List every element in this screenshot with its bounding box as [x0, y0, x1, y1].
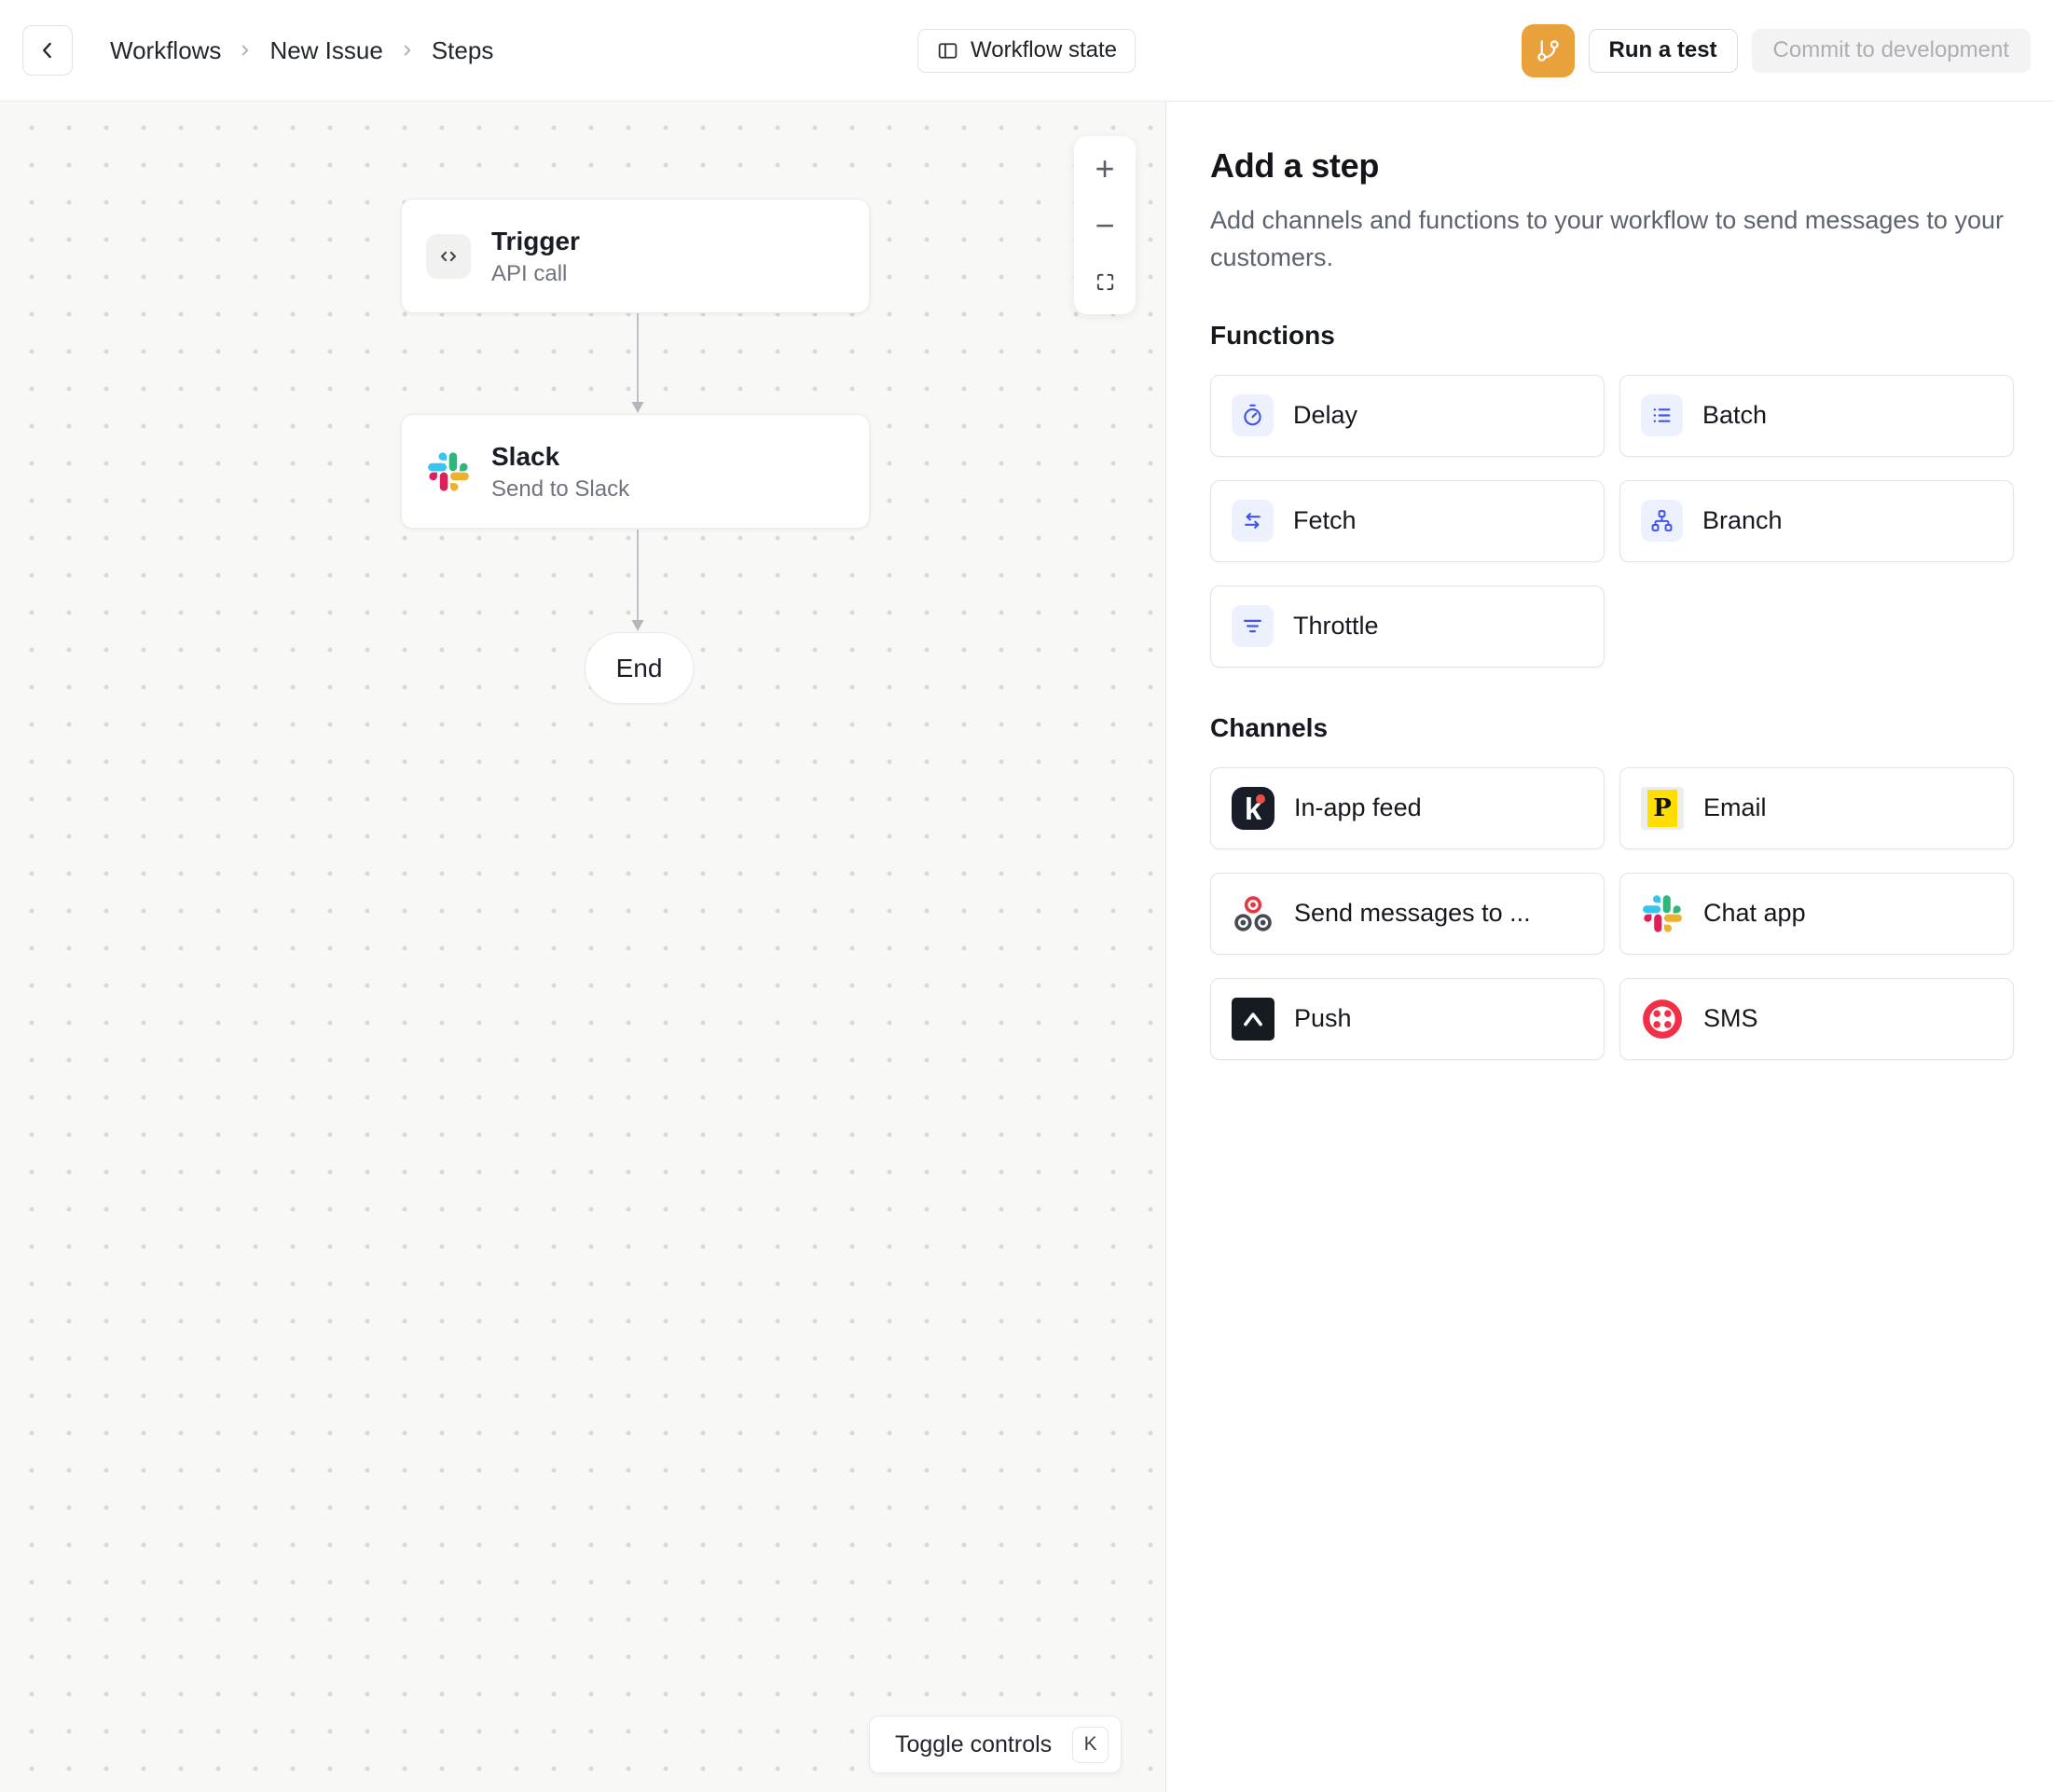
main-area: Trigger API call Slack Send to Slack End [0, 102, 2053, 1792]
node-title: Trigger [491, 227, 580, 255]
channels-grid: k In-app feed P Email [1210, 766, 2014, 1060]
fullscreen-icon [1095, 271, 1116, 293]
breadcrumb-new-issue[interactable]: New Issue [269, 35, 383, 64]
twilio-icon [1641, 998, 1684, 1041]
branch-icon [1641, 500, 1683, 543]
functions-section: Functions Delay Batch [1210, 321, 2014, 668]
code-icon [426, 233, 471, 279]
panel-subtitle: Add channels and functions to your workf… [1210, 206, 2004, 271]
knock-icon: k [1232, 786, 1275, 830]
zoom-out-button[interactable]: − [1074, 201, 1136, 250]
zoom-in-button[interactable]: + [1074, 145, 1136, 193]
back-button[interactable] [22, 25, 73, 76]
webhook-icon [1232, 892, 1275, 935]
environment-button[interactable] [1521, 23, 1575, 77]
step-card-fetch[interactable]: Fetch [1210, 479, 1605, 562]
git-branch-icon [1536, 38, 1561, 63]
batch-icon [1641, 394, 1683, 437]
top-bar: Workflows New Issue Steps Workflow state… [0, 0, 2053, 102]
chevron-left-icon [35, 38, 60, 62]
functions-grid: Delay Batch Fetch [1210, 374, 2014, 668]
breadcrumb-workflows[interactable]: Workflows [110, 35, 222, 64]
breadcrumb: Workflows New Issue Steps [110, 36, 493, 65]
step-card-email[interactable]: P Email [1619, 766, 2014, 849]
postmark-icon: P [1641, 786, 1684, 830]
throttle-icon [1232, 605, 1274, 648]
fetch-icon [1232, 500, 1274, 543]
channels-section: Channels k In-app feed P [1210, 713, 2014, 1060]
toggle-controls-button[interactable]: Toggle controls K [869, 1716, 1123, 1773]
node-title: Slack [491, 442, 560, 471]
keyboard-shortcut-badge: K [1072, 1726, 1109, 1763]
toggle-controls-label: Toggle controls [895, 1730, 1053, 1758]
step-card-webhook[interactable]: Send messages to ... [1210, 872, 1605, 955]
panel-left-icon [936, 39, 959, 62]
top-right-actions: Run a test Commit to development [1521, 23, 2031, 77]
expo-icon [1232, 997, 1275, 1041]
step-card-chat-app[interactable]: Chat app [1619, 872, 2014, 955]
trigger-node[interactable]: Trigger API call [401, 199, 870, 313]
add-step-panel: Add a step Add channels and functions to… [1166, 102, 2053, 1792]
workflow-canvas[interactable]: Trigger API call Slack Send to Slack End [0, 102, 1166, 1792]
slack-icon [426, 449, 471, 494]
connector-arrow [631, 313, 644, 413]
end-node: End [585, 632, 694, 704]
zoom-controls: + − [1074, 136, 1136, 314]
step-card-batch[interactable]: Batch [1619, 374, 2014, 457]
slack-icon [1641, 892, 1684, 935]
fit-view-button[interactable] [1074, 257, 1136, 306]
commit-to-development-button: Commit to development [1751, 28, 2031, 73]
panel-title: Add a step [1210, 146, 1380, 185]
channels-heading: Channels [1210, 712, 1329, 742]
step-card-delay[interactable]: Delay [1210, 374, 1605, 457]
functions-heading: Functions [1210, 320, 1335, 350]
step-card-throttle[interactable]: Throttle [1210, 585, 1605, 668]
chevron-right-icon [399, 42, 416, 59]
step-card-sms[interactable]: SMS [1619, 977, 2014, 1060]
workflow-state-button[interactable]: Workflow state [917, 28, 1136, 73]
step-card-branch[interactable]: Branch [1619, 479, 2014, 562]
breadcrumb-steps: Steps [431, 35, 494, 64]
run-a-test-button[interactable]: Run a test [1588, 28, 1738, 73]
delay-icon [1232, 394, 1274, 437]
workflow-state-label: Workflow state [971, 37, 1117, 62]
node-subtitle: API call [491, 261, 568, 286]
connector-arrow [631, 530, 644, 631]
step-card-push[interactable]: Push [1210, 977, 1605, 1060]
slack-node[interactable]: Slack Send to Slack [401, 414, 870, 529]
step-card-in-app-feed[interactable]: k In-app feed [1210, 766, 1605, 849]
node-subtitle: Send to Slack [491, 476, 630, 502]
chevron-right-icon [237, 42, 254, 59]
